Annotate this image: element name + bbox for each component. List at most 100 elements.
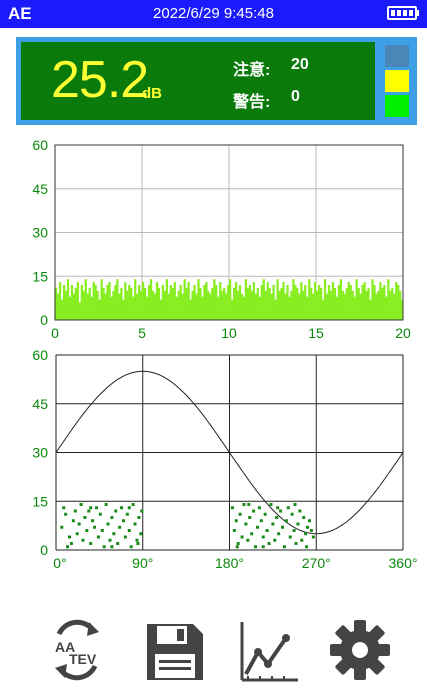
amplitude-bar <box>298 293 301 320</box>
discharge-point <box>308 519 312 523</box>
settings-button[interactable] <box>328 618 392 682</box>
amplitude-bar <box>272 285 275 320</box>
amplitude-bar <box>191 290 194 320</box>
discharge-point <box>136 542 140 545</box>
discharge-point <box>232 529 236 532</box>
discharge-point <box>71 519 75 523</box>
amplitude-bar <box>80 285 83 320</box>
amplitude-bar <box>236 290 240 320</box>
discharge-point <box>87 509 91 513</box>
warning-count: 0 <box>291 88 300 105</box>
discharge-point <box>127 529 131 532</box>
amplitude-bar <box>92 282 95 320</box>
discharge-point <box>62 506 66 510</box>
amplitude-bar <box>308 279 311 320</box>
level-notice-indicator <box>385 70 409 92</box>
discharge-point <box>112 532 116 536</box>
amplitude-bar <box>153 293 157 320</box>
discharge-point <box>125 512 129 516</box>
discharge-point <box>269 503 273 506</box>
amplitude-bar <box>385 296 388 320</box>
amplitude-bar <box>312 293 315 320</box>
amplitude-bar <box>114 285 117 320</box>
discharge-point <box>236 542 240 545</box>
discharge-point <box>60 525 64 529</box>
amplitude-bar <box>82 290 85 320</box>
amplitude-bar <box>296 287 299 320</box>
amplitude-bar <box>278 290 281 320</box>
amplitude-bar <box>169 285 172 320</box>
level-idle-indicator <box>385 45 409 67</box>
amplitude-bar <box>195 293 198 320</box>
amplitude-bar <box>361 285 364 320</box>
amplitude-bar <box>171 287 174 320</box>
amplitude-bar <box>274 299 277 320</box>
discharge-point <box>286 506 290 510</box>
amplitude-bar <box>213 279 216 320</box>
amplitude-bar <box>270 293 273 320</box>
discharge-point <box>284 519 288 523</box>
discharge-point <box>116 542 120 545</box>
plot-frame <box>54 144 404 321</box>
discharge-point <box>306 525 310 529</box>
amplitude-bar <box>276 279 279 320</box>
mode-switch-button[interactable]: AA TEV <box>45 618 109 682</box>
amplitude-bar <box>401 299 404 320</box>
discharge-point <box>96 535 100 539</box>
amplitude-bar <box>161 285 165 320</box>
amplitude-bar <box>347 282 350 320</box>
amplitude-bar <box>339 279 343 320</box>
discharge-point <box>261 535 265 539</box>
amplitude-bar <box>155 282 159 320</box>
amplitude-bar <box>369 299 372 320</box>
amplitude-bar <box>62 285 66 320</box>
discharge-point <box>273 538 277 542</box>
x-tick-label: 5 <box>138 325 146 341</box>
discharge-point <box>271 522 275 526</box>
discharge-point <box>296 522 300 526</box>
amplitude-bar <box>167 293 170 320</box>
amplitude-bar <box>357 287 360 320</box>
discharge-point <box>140 509 144 513</box>
amplitude-bar <box>86 293 89 320</box>
alarm-level-indicator <box>380 42 413 120</box>
amplitude-bar <box>199 287 202 320</box>
discharge-point <box>259 519 263 523</box>
amplitude-bar <box>232 287 236 320</box>
amplitude-bar <box>363 282 366 320</box>
amplitude-bar <box>341 290 344 320</box>
discharge-point <box>110 545 114 549</box>
amplitude-bar <box>187 282 190 320</box>
discharge-point <box>281 525 285 529</box>
amplitude-bar <box>203 285 206 320</box>
amplitude-bar <box>64 290 68 320</box>
amplitude-bar <box>211 287 214 320</box>
discharge-point <box>244 522 248 526</box>
status-datetime: 2022/6/29 9:45:48 <box>153 5 274 22</box>
discharge-point <box>127 506 131 510</box>
x-tick-label: 0° <box>53 555 66 570</box>
aa-label: AA <box>55 639 75 655</box>
amplitude-bar <box>244 279 248 320</box>
y-tick-label: 15 <box>32 493 48 509</box>
amplitude-bar <box>327 285 331 320</box>
amplitude-bar <box>132 296 135 320</box>
amplitude-bar <box>353 296 356 320</box>
discharge-point <box>238 512 242 516</box>
discharge-point <box>304 532 308 536</box>
amplitude-bar <box>314 282 317 320</box>
amplitude-bar <box>181 293 184 320</box>
amplitude-bar <box>110 296 113 320</box>
amplitude-bar <box>122 299 125 320</box>
amplitude-bar <box>292 279 295 320</box>
amplitude-bar <box>157 287 161 320</box>
x-tick-label: 0 <box>51 325 59 341</box>
discharge-point <box>85 529 89 532</box>
warning-label: 警告: <box>233 94 271 111</box>
amplitude-bar <box>373 285 376 320</box>
trend-button[interactable] <box>236 618 300 682</box>
amplitude-bar <box>94 285 97 320</box>
amplitude-bar <box>389 290 392 320</box>
amplitude-bar <box>223 287 226 320</box>
save-button[interactable] <box>143 618 207 682</box>
